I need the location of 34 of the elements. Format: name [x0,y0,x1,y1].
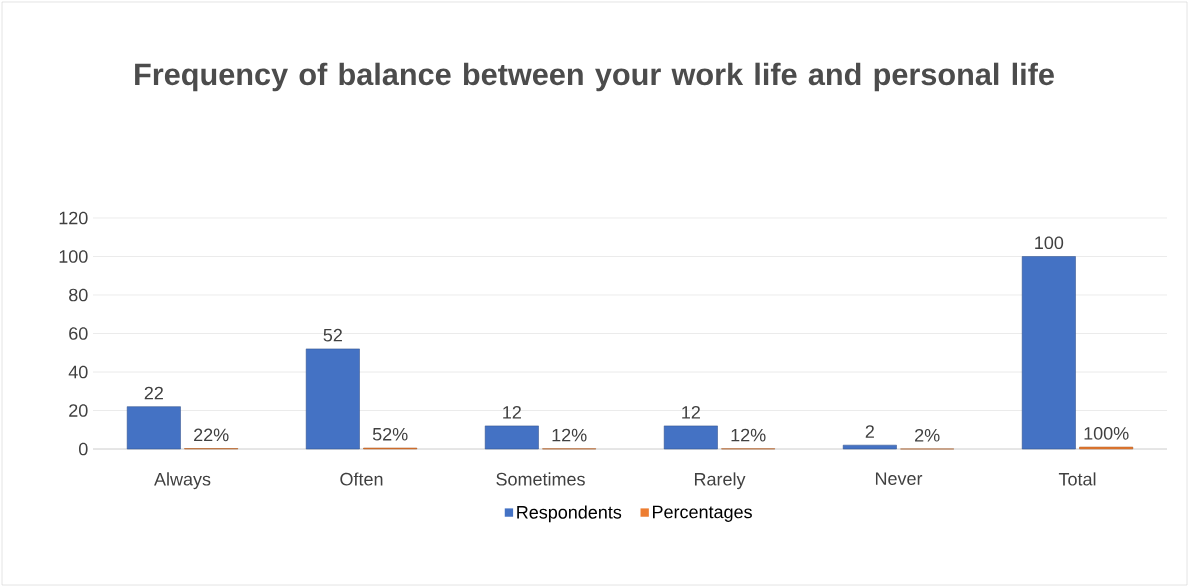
data-label: 100% [1084,426,1129,440]
y-tick-label: 120 [59,211,88,225]
x-tick-label: Never [875,472,923,485]
y-tick-label: 80 [69,288,88,302]
data-label: 12% [552,428,587,442]
bar [842,444,897,450]
data-label: 12 [682,405,700,419]
data-label: 2% [915,428,940,442]
data-label: 12 [503,405,521,419]
bar [126,406,181,450]
x-tick-label: Rarely [694,472,746,490]
data-label: 2 [865,425,874,438]
legend-label: Percentages [653,505,752,522]
y-tick-label: 20 [69,404,88,417]
bar [305,348,360,450]
y-tick-label: 100 [59,250,88,263]
data-label: 100 [1035,236,1064,250]
legend-label: Respondents [517,505,622,523]
bar [1021,256,1076,450]
data-label: 52 [323,328,342,342]
bar [484,425,539,450]
x-tick-label: Often [340,472,383,486]
y-tick-label: 40 [68,365,88,379]
x-tick-label: Always [154,472,211,490]
data-label: 22% [194,428,229,442]
data-label: 22 [144,386,163,400]
chart-title: Frequency of balance between your work life and personal life [135,62,1054,92]
bar [663,425,718,450]
data-label: 12% [731,428,766,442]
y-tick-label: 0 [78,442,88,456]
data-label: 52% [372,427,408,441]
y-tick-label: 60 [69,327,88,340]
x-tick-label: Total [1058,472,1096,486]
x-tick-label: Sometimes [496,472,585,486]
